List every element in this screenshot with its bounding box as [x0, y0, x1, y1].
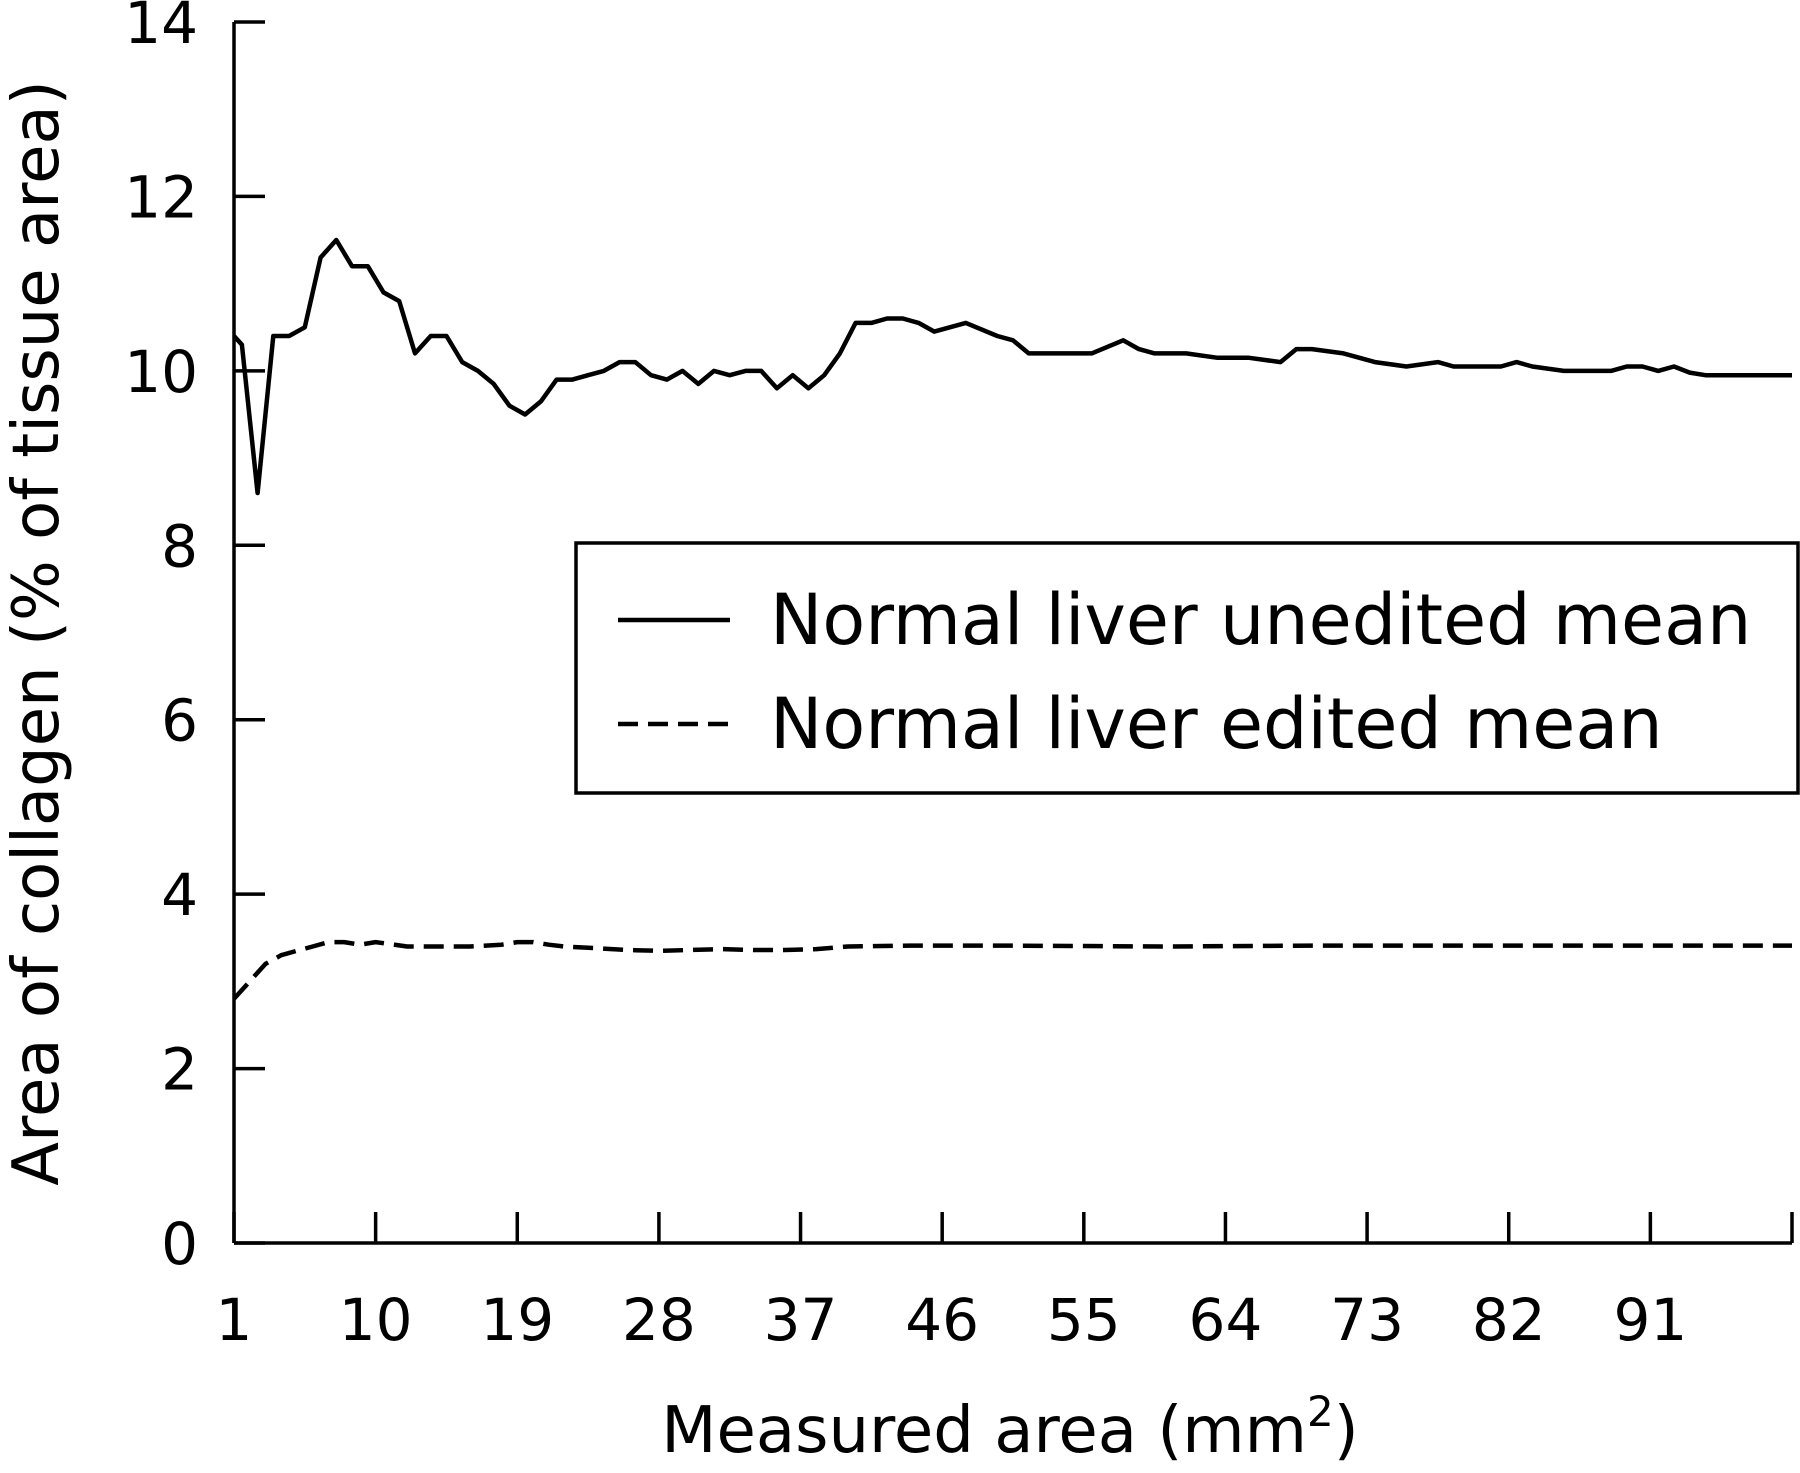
y-tick-label: 4: [161, 861, 198, 929]
x-tick-label: 82: [1472, 1286, 1546, 1354]
legend: Normal liver unedited mean Normal liver …: [574, 541, 1800, 795]
y-axis-title: Area of collagen (% of tissue area): [0, 80, 74, 1185]
legend-label-unedited: Normal liver unedited mean: [770, 579, 1751, 661]
x-tick-label: 64: [1189, 1286, 1263, 1354]
x-tick-label: 91: [1613, 1286, 1687, 1354]
y-tick-label: 6: [161, 687, 198, 755]
x-tick-label: 37: [764, 1286, 838, 1354]
y-tick-label: 8: [161, 512, 198, 580]
series-line-edited: [232, 939, 1792, 1001]
y-tick-label: 12: [124, 163, 198, 231]
x-tick-label: 73: [1330, 1286, 1404, 1354]
y-axis: 0 2 4 6 8 10 12 14: [124, 0, 265, 1278]
series-line-unedited: [232, 237, 1792, 496]
x-tick-label: 28: [622, 1286, 696, 1354]
y-tick-label: 0: [161, 1210, 198, 1278]
x-tick-label: 19: [480, 1286, 554, 1354]
x-axis-title: Measured area (mm2): [661, 1387, 1358, 1468]
legend-label-edited: Normal liver edited mean: [770, 683, 1663, 765]
y-tick-label: 2: [161, 1036, 198, 1104]
x-tick-label: 46: [905, 1286, 979, 1354]
x-axis: 1 10 19 28 37 46 55 64 73 82 91: [216, 1212, 1794, 1354]
x-tick-label: 55: [1047, 1286, 1121, 1354]
x-tick-label: 10: [339, 1286, 413, 1354]
x-tick-label: 1: [216, 1286, 253, 1354]
y-tick-label: 10: [124, 338, 198, 406]
series-group: [232, 237, 1792, 1001]
y-tick-label: 14: [124, 0, 198, 57]
legend-box: [574, 541, 1800, 795]
